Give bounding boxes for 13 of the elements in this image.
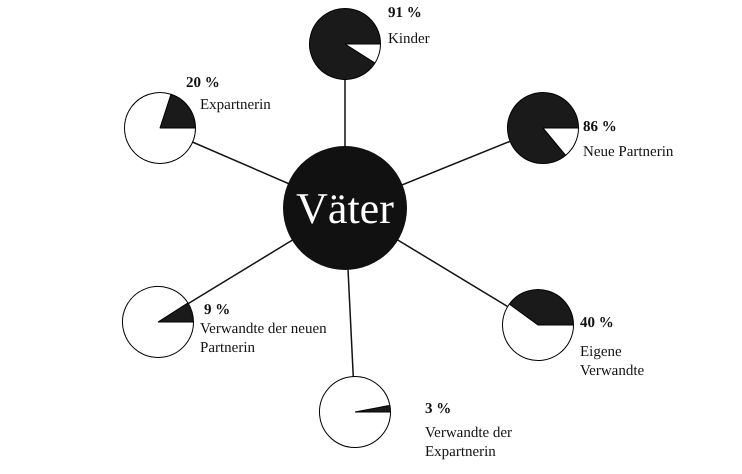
data-label: 20 % (186, 74, 220, 93)
data-label: 91 % (388, 4, 422, 23)
data-label: 9 % (204, 301, 230, 320)
data-label: 40 % (580, 314, 614, 333)
slice-label: Verwandte der neuen Partnerin (200, 320, 328, 358)
slice-label: Verwandte der Expartnerin (425, 424, 514, 462)
text: Väter (296, 182, 394, 234)
slice-label: Eigene Verwandte (580, 343, 646, 381)
data-label: 3 % (425, 400, 452, 419)
slice-label: Expartnerin (200, 96, 272, 115)
slice-label: Neue Partnerin (583, 143, 674, 162)
slice-label: Kinder (388, 30, 431, 49)
data-label: 86 % (583, 118, 617, 137)
